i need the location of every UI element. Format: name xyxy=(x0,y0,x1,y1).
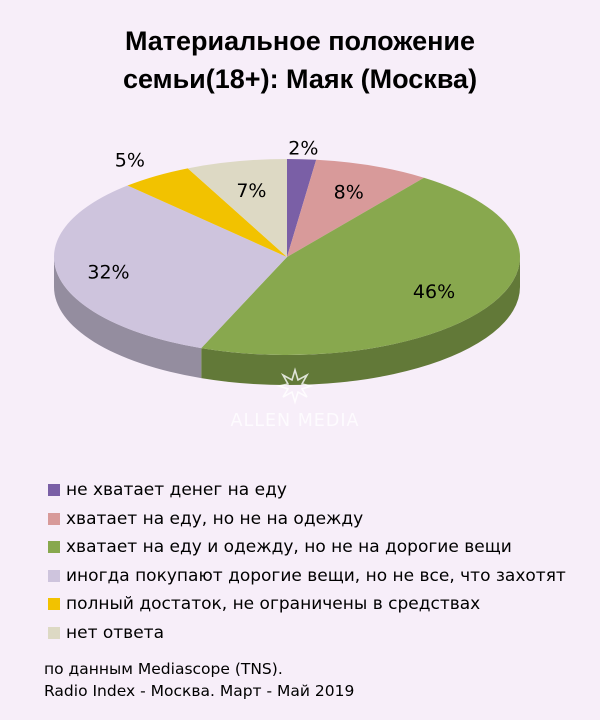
legend-label: хватает на еду, но не на одежду xyxy=(66,508,364,529)
legend-item: хватает на еду и одежду, но не на дороги… xyxy=(48,533,566,562)
source-note: по данным Mediascope (TNS). Radio Index … xyxy=(44,658,354,702)
legend-label: полный достаток, не ограничены в средств… xyxy=(66,594,481,615)
legend-item: иногда покупают дорогие вещи, но не все,… xyxy=(48,562,566,591)
legend: не хватает денег на еду хватает на еду, н… xyxy=(48,476,566,647)
legend-swatch xyxy=(48,569,60,582)
watermark-text: ALLEN MEDIA xyxy=(230,411,360,431)
pie-side-2 xyxy=(201,257,520,386)
legend-swatch xyxy=(48,598,60,611)
legend-item: полный достаток, не ограничены в средств… xyxy=(48,590,566,619)
legend-label: не хватает денег на еду xyxy=(66,480,287,501)
pie-labels: 2% 8% 46% 32% 5% 7% xyxy=(87,137,455,303)
title-line-2: семьи(18+): Маяк (Москва) xyxy=(122,64,478,94)
legend-label: иногда покупают дорогие вещи, но не все,… xyxy=(66,565,566,586)
legend-label: хватает на еду и одежду, но не на дороги… xyxy=(66,537,512,558)
pie-label-3: 32% xyxy=(87,261,129,283)
legend-label: нет ответа xyxy=(66,622,164,643)
pie-sides xyxy=(54,257,520,386)
chart-title: Материальное положение семьи(18+): Маяк … xyxy=(0,22,600,98)
pie-label-5: 7% xyxy=(236,180,266,202)
pie-slice-3 xyxy=(54,185,287,349)
pie-tops xyxy=(54,159,520,355)
source-line-2: Radio Index - Москва. Март - Май 2019 xyxy=(44,682,355,700)
watermark: ALLEN MEDIA xyxy=(220,366,370,431)
legend-item: нет ответа xyxy=(48,619,566,648)
pie-label-1: 8% xyxy=(334,181,364,203)
legend-swatch xyxy=(48,512,60,525)
pie-slice-1 xyxy=(287,159,424,257)
pie-label-0: 2% xyxy=(288,137,318,159)
pie-slice-2 xyxy=(201,177,520,355)
pie-slice-5 xyxy=(187,159,287,257)
pie-side-3 xyxy=(54,257,202,379)
pie-label-2: 46% xyxy=(413,281,455,303)
title-line-1: Материальное положение xyxy=(124,26,476,56)
legend-item: не хватает денег на еду xyxy=(48,476,566,505)
legend-swatch xyxy=(48,626,60,639)
pie-slice-0 xyxy=(287,159,317,257)
pie-chart: 2% 8% 46% 32% 5% 7% xyxy=(54,137,520,386)
pie-label-4: 5% xyxy=(115,150,145,172)
star-logo-icon xyxy=(276,367,314,405)
legend-item: хватает на еду, но не на одежду xyxy=(48,505,566,534)
legend-swatch xyxy=(48,484,60,497)
pie-slice-4 xyxy=(127,168,288,257)
source-line-1: по данным Mediascope (TNS). xyxy=(44,660,283,678)
legend-swatch xyxy=(48,541,60,554)
